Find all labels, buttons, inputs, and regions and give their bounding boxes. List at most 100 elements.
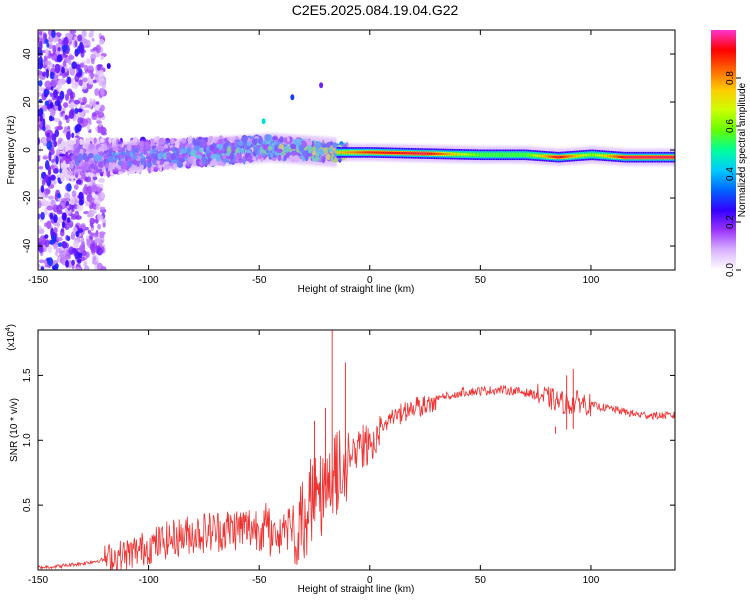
spectrogram-cell: [90, 246, 97, 250]
spectrogram-cell: [185, 138, 188, 168]
spectrogram-cell: [52, 44, 57, 54]
spectrogram-cell: [74, 40, 78, 48]
spectrogram-cell: [501, 153, 503, 156]
spectrogram-cell: [177, 138, 180, 168]
spectrogram-cell: [190, 138, 194, 167]
spectrogram-cell: [502, 153, 505, 156]
spectrogram-cell: [531, 154, 533, 157]
spectrogram-cell: [71, 206, 75, 213]
spectrogram-cell: [492, 153, 494, 156]
spectrogram-cell: [315, 136, 318, 166]
spectrogram-cell: [655, 156, 657, 159]
spectrogram-cell: [88, 98, 94, 107]
spectrogram-cell: [396, 151, 399, 155]
spectrogram-cell: [93, 137, 97, 144]
spectrogram-cell: [494, 153, 496, 156]
spectrogram-cell: [89, 232, 94, 237]
spectrogram-cell: [635, 156, 638, 159]
snr-y-ticks: 0.5 1.0 1.5: [22, 368, 675, 512]
spectrogram-cell: [518, 153, 521, 156]
colorbar-gradient: [711, 30, 736, 270]
spectrogram-cell: [76, 258, 82, 264]
spectrogram-cell: [428, 152, 431, 155]
spectrogram-cell: [607, 154, 609, 158]
spectrogram-cell: [490, 153, 493, 156]
spectrogram-cell: [550, 155, 553, 158]
spectrogram-cell: [564, 155, 567, 158]
spectrogram-cell: [88, 172, 95, 178]
spectrogram-cell: [53, 140, 58, 148]
spectrogram-cell: [380, 151, 383, 154]
spectrogram-cell: [644, 156, 647, 159]
spectrogram-cell: [430, 152, 432, 155]
spectrogram-cell: [145, 140, 148, 170]
spectrogram-cell: [41, 71, 47, 77]
spectrogram-cell: [291, 134, 294, 164]
spectrogram-cell: [71, 141, 77, 145]
spectrogram-cell: [68, 59, 72, 66]
spectrogram-cell: [53, 214, 58, 224]
x-tick-label: 0: [367, 575, 373, 586]
spectrogram-cell: [97, 64, 103, 68]
spectrogram-cell: [50, 92, 54, 98]
spectrogram-cell: [51, 265, 57, 270]
spectrogram-cell: [64, 209, 69, 215]
spectrogram-cell: [405, 152, 408, 155]
spectrogram-cell: [77, 228, 84, 234]
spectrogram-cell: [52, 89, 59, 99]
spectrogram-cell: [92, 234, 98, 238]
spectrogram-cell: [407, 152, 409, 155]
spectrogram-cell: [88, 78, 94, 85]
spectrogram-cell: [69, 30, 77, 35]
spectrogram-cell: [432, 152, 434, 155]
spectrogram-cell: [419, 152, 422, 155]
spectrogram-cell: [85, 104, 91, 108]
spectrogram-cell: [387, 151, 390, 154]
spectrogram-cell: [86, 239, 91, 247]
spectrogram-cell: [38, 80, 43, 87]
x-tick-label: 50: [475, 275, 487, 286]
spectrogram-cell: [347, 151, 349, 154]
spectrogram-cell: [414, 152, 417, 155]
colorbar-ticks: 0.0 0.2 0.4 0.6 0.8: [725, 71, 741, 277]
spectrogram-cell: [57, 242, 63, 247]
x-tick-label: 50: [475, 575, 487, 586]
spectrogram-cell: [254, 134, 257, 164]
spectrogram-cell: [261, 118, 266, 125]
spectrogram-cell: [92, 255, 97, 262]
y-tick-label: 1.5: [22, 368, 33, 382]
spectrogram-cell: [38, 155, 41, 163]
spectrogram-cell: [90, 72, 94, 80]
spectrogram-cell: [38, 259, 45, 264]
spectrogram-cell: [402, 152, 404, 155]
spectrogram-cell: [124, 141, 127, 171]
spectrogram-cell: [88, 32, 92, 38]
spectrogram-cell: [426, 152, 429, 155]
spectrogram-cell: [310, 136, 313, 165]
spectrogram-cell: [217, 136, 220, 166]
spectrogram-cell: [471, 153, 473, 156]
spectrogram-cell: [504, 153, 507, 156]
spectrogram-cell: [92, 100, 96, 108]
spectrogram-cell: [61, 66, 65, 74]
spectrogram-cell: [559, 155, 562, 159]
spectrogram-cell: [336, 151, 339, 154]
spectrogram-cell: [71, 81, 79, 90]
spectrogram-cell: [46, 132, 50, 138]
spectrogram-cell: [50, 86, 54, 91]
spectrogram-cell: [290, 94, 295, 101]
spectrogram-cell: [56, 236, 63, 242]
spectrogram-cell: [667, 156, 670, 159]
spectrogram-cell: [77, 45, 81, 55]
spectrogram-cell: [612, 155, 615, 158]
spectrogram-cell: [71, 132, 75, 139]
spectrogram-cell: [92, 218, 99, 223]
spectrogram-cell: [87, 123, 91, 132]
spectrogram-cell: [527, 153, 530, 157]
spectrogram-cell: [84, 175, 92, 183]
y-tick-label: 0: [22, 147, 33, 153]
spectrogram-cell: [350, 151, 353, 154]
spectrogram-cell: [113, 142, 117, 172]
spectrogram-cell: [571, 155, 574, 158]
spectrogram-cell: [40, 211, 45, 220]
